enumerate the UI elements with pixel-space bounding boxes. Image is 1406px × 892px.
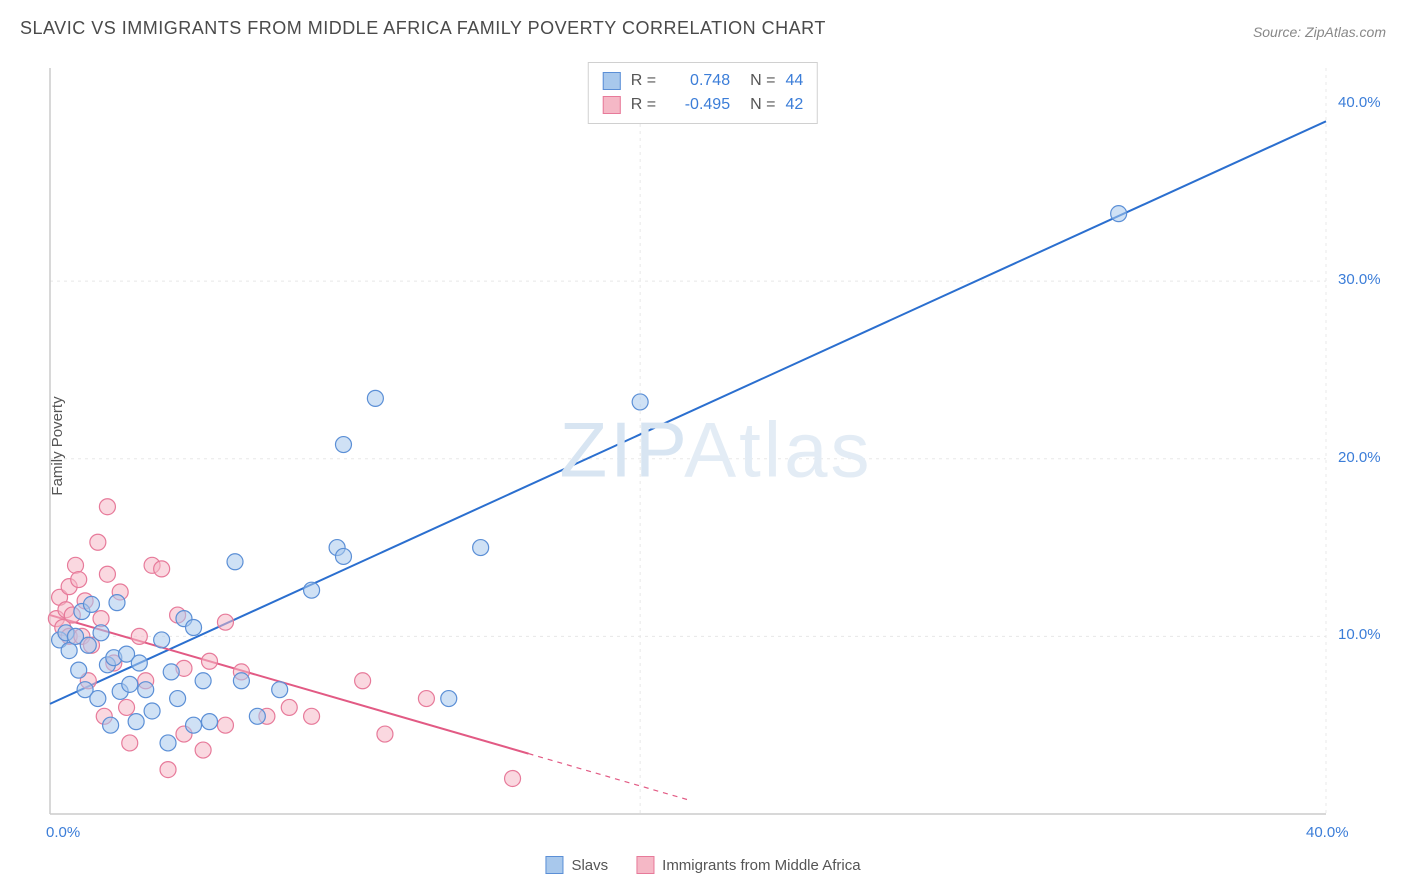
x-tick-label: 40.0% [1306,824,1349,841]
legend-label-2: Immigrants from Middle Africa [662,857,860,874]
plot-area: ZIPAtlas [46,60,1386,840]
r-value-1: 0.748 [668,69,730,93]
swatch-series-1 [545,856,563,874]
n-value-1: 44 [785,69,803,93]
y-tick-label: 30.0% [1338,271,1381,288]
r-label: R = [631,69,656,93]
r-label: R = [631,93,656,117]
r-value-2: -0.495 [668,93,730,117]
swatch-series-2 [636,856,654,874]
corr-row-2: R = -0.495 N = 42 [603,93,803,117]
legend-label-1: Slavs [571,857,608,874]
correlation-legend: R = 0.748 N = 44 R = -0.495 N = 42 [588,62,818,124]
chart-svg [46,60,1386,840]
n-label: N = [750,93,775,117]
x-tick-label: 0.0% [46,824,80,841]
corr-row-1: R = 0.748 N = 44 [603,69,803,93]
bottom-legend: Slavs Immigrants from Middle Africa [545,856,860,874]
swatch-series-2 [603,96,621,114]
source-label: Source: ZipAtlas.com [1253,24,1386,40]
y-tick-label: 40.0% [1338,94,1381,111]
chart-container: SLAVIC VS IMMIGRANTS FROM MIDDLE AFRICA … [0,0,1406,892]
y-tick-label: 20.0% [1338,449,1381,466]
chart-title: SLAVIC VS IMMIGRANTS FROM MIDDLE AFRICA … [20,18,826,39]
n-value-2: 42 [785,93,803,117]
legend-item-1: Slavs [545,856,608,874]
y-tick-label: 10.0% [1338,626,1381,643]
n-label: N = [750,69,775,93]
legend-item-2: Immigrants from Middle Africa [636,856,860,874]
swatch-series-1 [603,72,621,90]
